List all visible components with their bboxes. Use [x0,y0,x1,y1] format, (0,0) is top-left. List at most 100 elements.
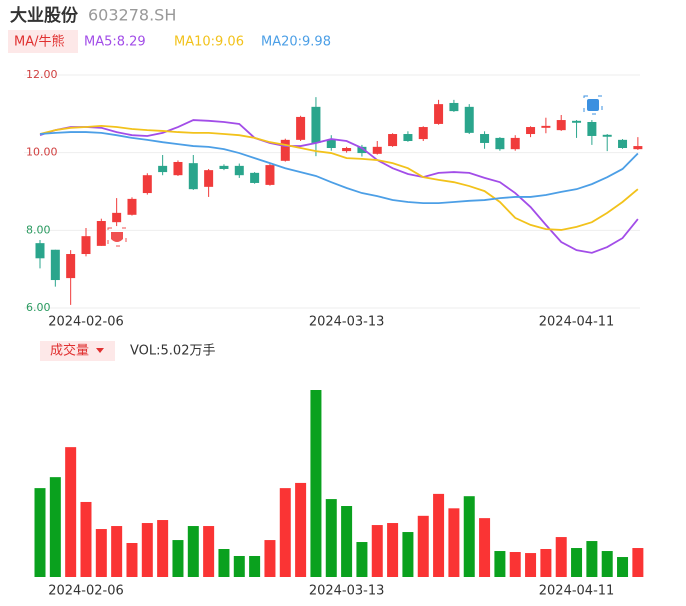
candle-body [618,139,628,149]
ma-line [39,124,639,231]
volume-bar [571,548,583,577]
candle-body [66,254,76,279]
volume-label[interactable]: 成交量 [50,343,89,359]
legend-entry: MA5:8.29 [84,35,146,50]
volume-bar [65,447,77,577]
candle-body [418,127,428,140]
icon-shape [111,232,123,242]
volume-bar [95,529,107,577]
volume-bar [126,543,138,577]
y-tick-label: 8.00 [26,223,51,236]
icon-frame [107,227,127,247]
volume-bar [295,482,307,577]
candle-body [326,139,336,149]
candle-body [250,172,260,183]
volume-bar [341,506,353,577]
candle-body [480,134,490,143]
ma-line [39,119,639,254]
volume-bar [525,553,537,577]
volume-bar [509,552,521,577]
candle-body [173,161,183,176]
volume-bar [325,499,337,577]
candle-body [296,116,306,140]
candle-body [372,146,382,154]
legend: MA5:8.29 MA10:9.06 MA20:9.98 [84,35,331,50]
volume-bar [371,525,383,577]
candle-body [112,212,122,223]
indicator-label[interactable]: MA/牛熊 [14,34,65,50]
volume-bar [540,549,552,577]
indicator-box[interactable] [8,30,78,53]
y-tick-label: 6.00 [26,301,51,314]
icon-frame [583,95,603,115]
dropdown-arrow[interactable] [96,348,104,353]
y-tick-label: 12.00 [26,68,58,81]
volume-bar [555,537,567,577]
bear-icon [583,95,603,115]
volume-bar [279,488,291,577]
volume-bar [356,542,368,577]
volume-bar [111,526,123,577]
candle-body [526,127,536,135]
x-tick-label: 2024-04-11 [539,315,615,330]
candle-body [81,236,91,255]
candle-body [142,175,152,194]
ma-line [39,131,639,205]
volume-bar [203,526,215,577]
volume-bar [479,518,491,577]
candle-body [510,137,520,150]
stock-name: 大业股份 [10,5,79,26]
candle-body [541,125,551,128]
candle-body [35,243,45,259]
volume-bar [417,515,429,577]
candle-body [96,221,106,246]
candle-body [449,102,459,112]
candle-body [219,165,229,169]
bull-icon [107,227,127,247]
volume-bar [402,532,414,577]
volume-bar [141,523,153,577]
volume-bar [617,557,629,577]
candle-body [342,148,352,152]
candle-body [633,146,643,150]
volume-bar [233,555,245,577]
candle-body [464,106,474,133]
candle-body [50,249,60,281]
volume-bar [387,523,399,577]
candle-body [495,137,505,150]
stock-code: 603278.SH [88,6,176,25]
volume-bar [80,501,92,577]
volume-bar [49,477,61,577]
candle-body [587,121,597,136]
volume-bar [632,548,644,577]
volume-bar [463,496,475,577]
candle-body [388,134,398,147]
volume-bar [187,526,199,577]
legend-entry: MA10:9.06 [174,35,244,50]
x-tick-label: 2024-04-11 [539,584,615,599]
candle-body [265,165,275,185]
volume-bar [310,390,322,577]
y-tick-label: 10.00 [26,146,58,159]
icon-shape [587,99,599,111]
candle-body [158,165,168,173]
volume-bar [34,488,46,577]
volume-bar [249,555,261,577]
volume-bar [601,551,613,577]
volume-box[interactable] [40,341,115,361]
volume-bar [172,540,184,577]
candle-body [403,134,413,142]
candle-body [280,139,290,161]
candle-body [234,165,244,176]
candle-body [572,120,582,123]
x-tick-label: 2024-02-06 [48,584,124,599]
candle-body [311,106,321,143]
x-tick-label: 2024-03-13 [309,315,385,330]
candle-body [188,163,198,190]
volume-bar [157,520,169,577]
candle-body [357,146,367,154]
legend-entry: MA20:9.98 [261,35,331,50]
volume-bar [433,493,445,577]
volume-bar [218,549,230,577]
